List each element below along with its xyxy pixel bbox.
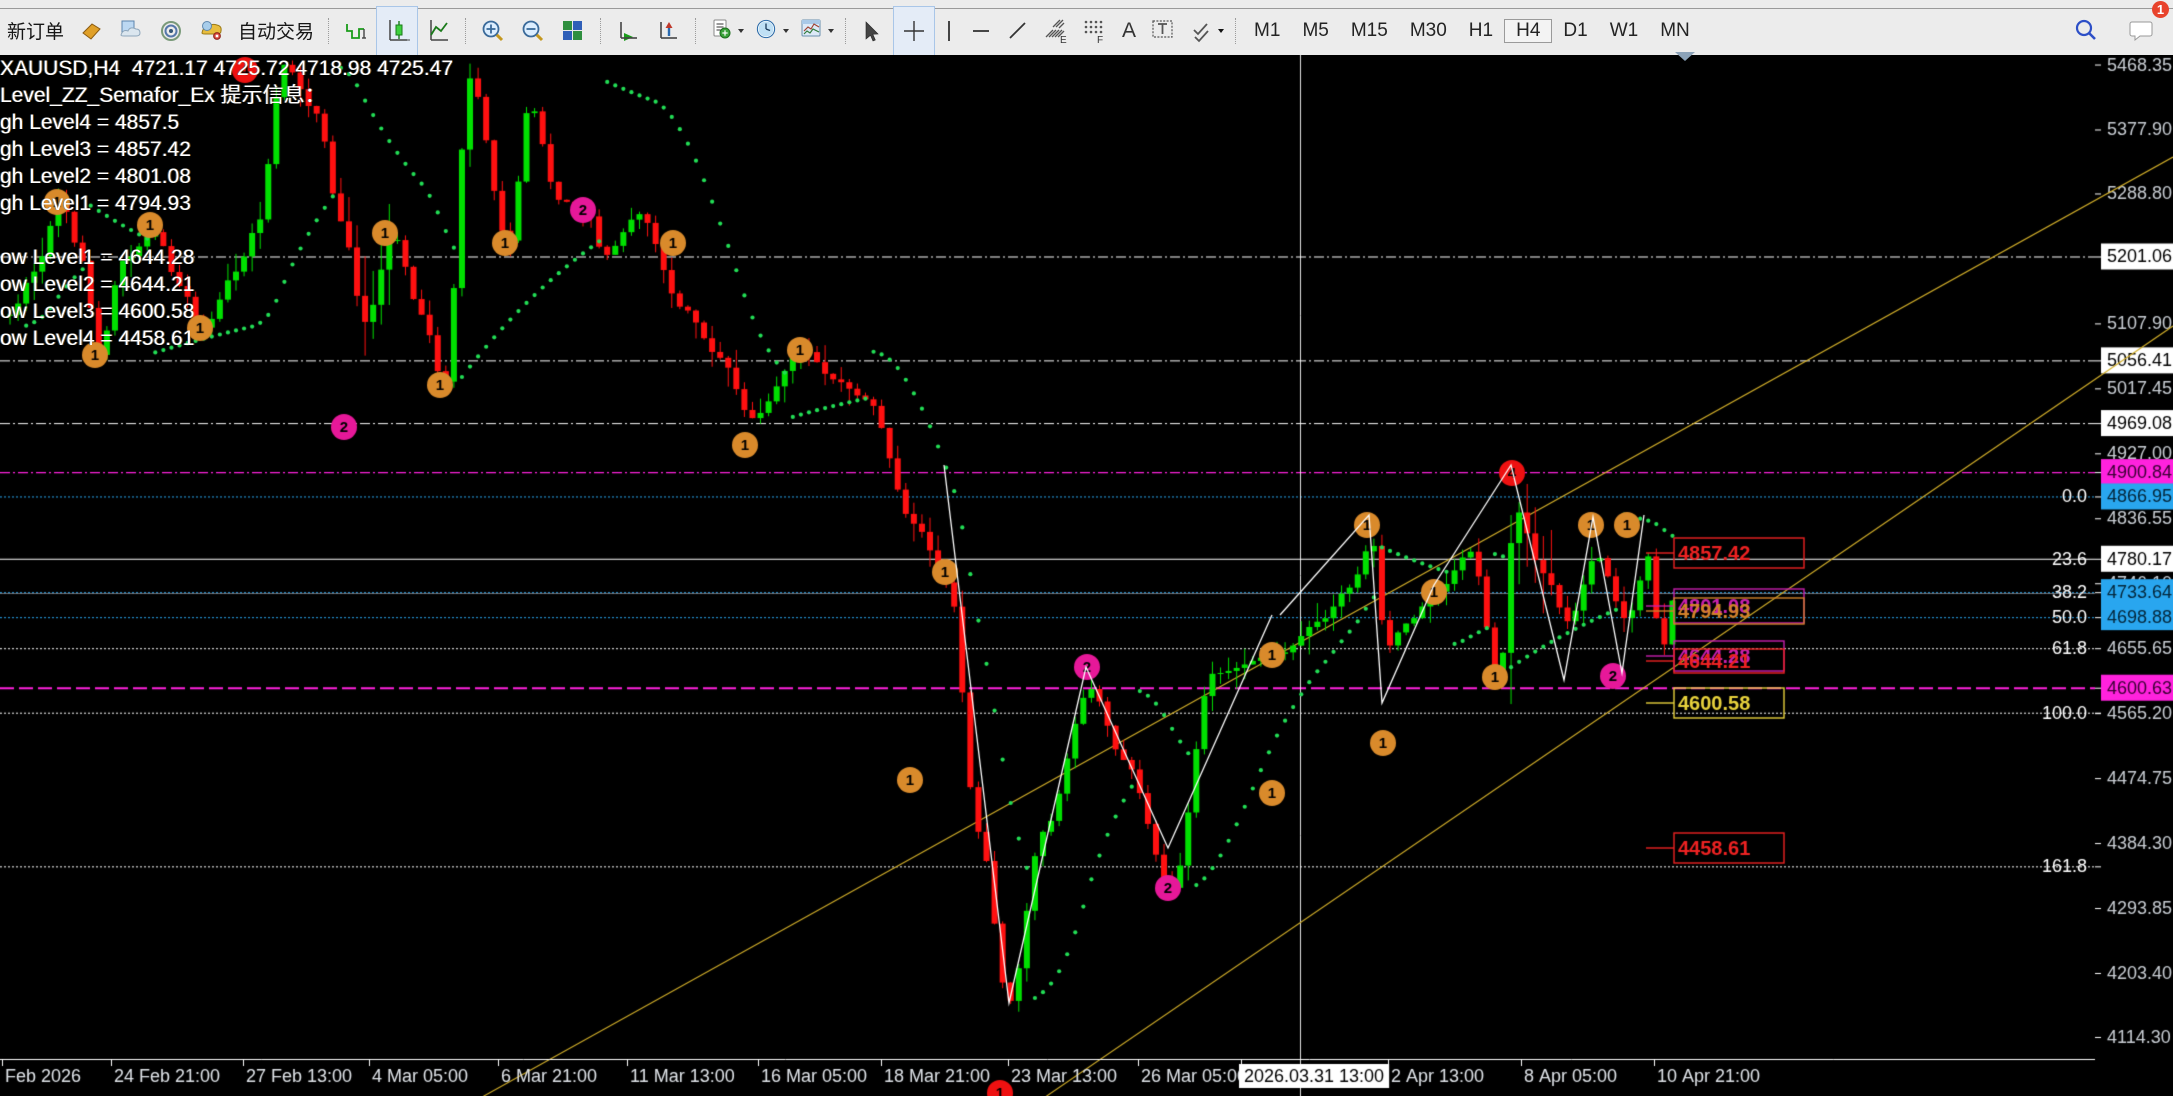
svg-text:F: F (1097, 35, 1103, 44)
svg-text:E: E (1060, 35, 1067, 44)
